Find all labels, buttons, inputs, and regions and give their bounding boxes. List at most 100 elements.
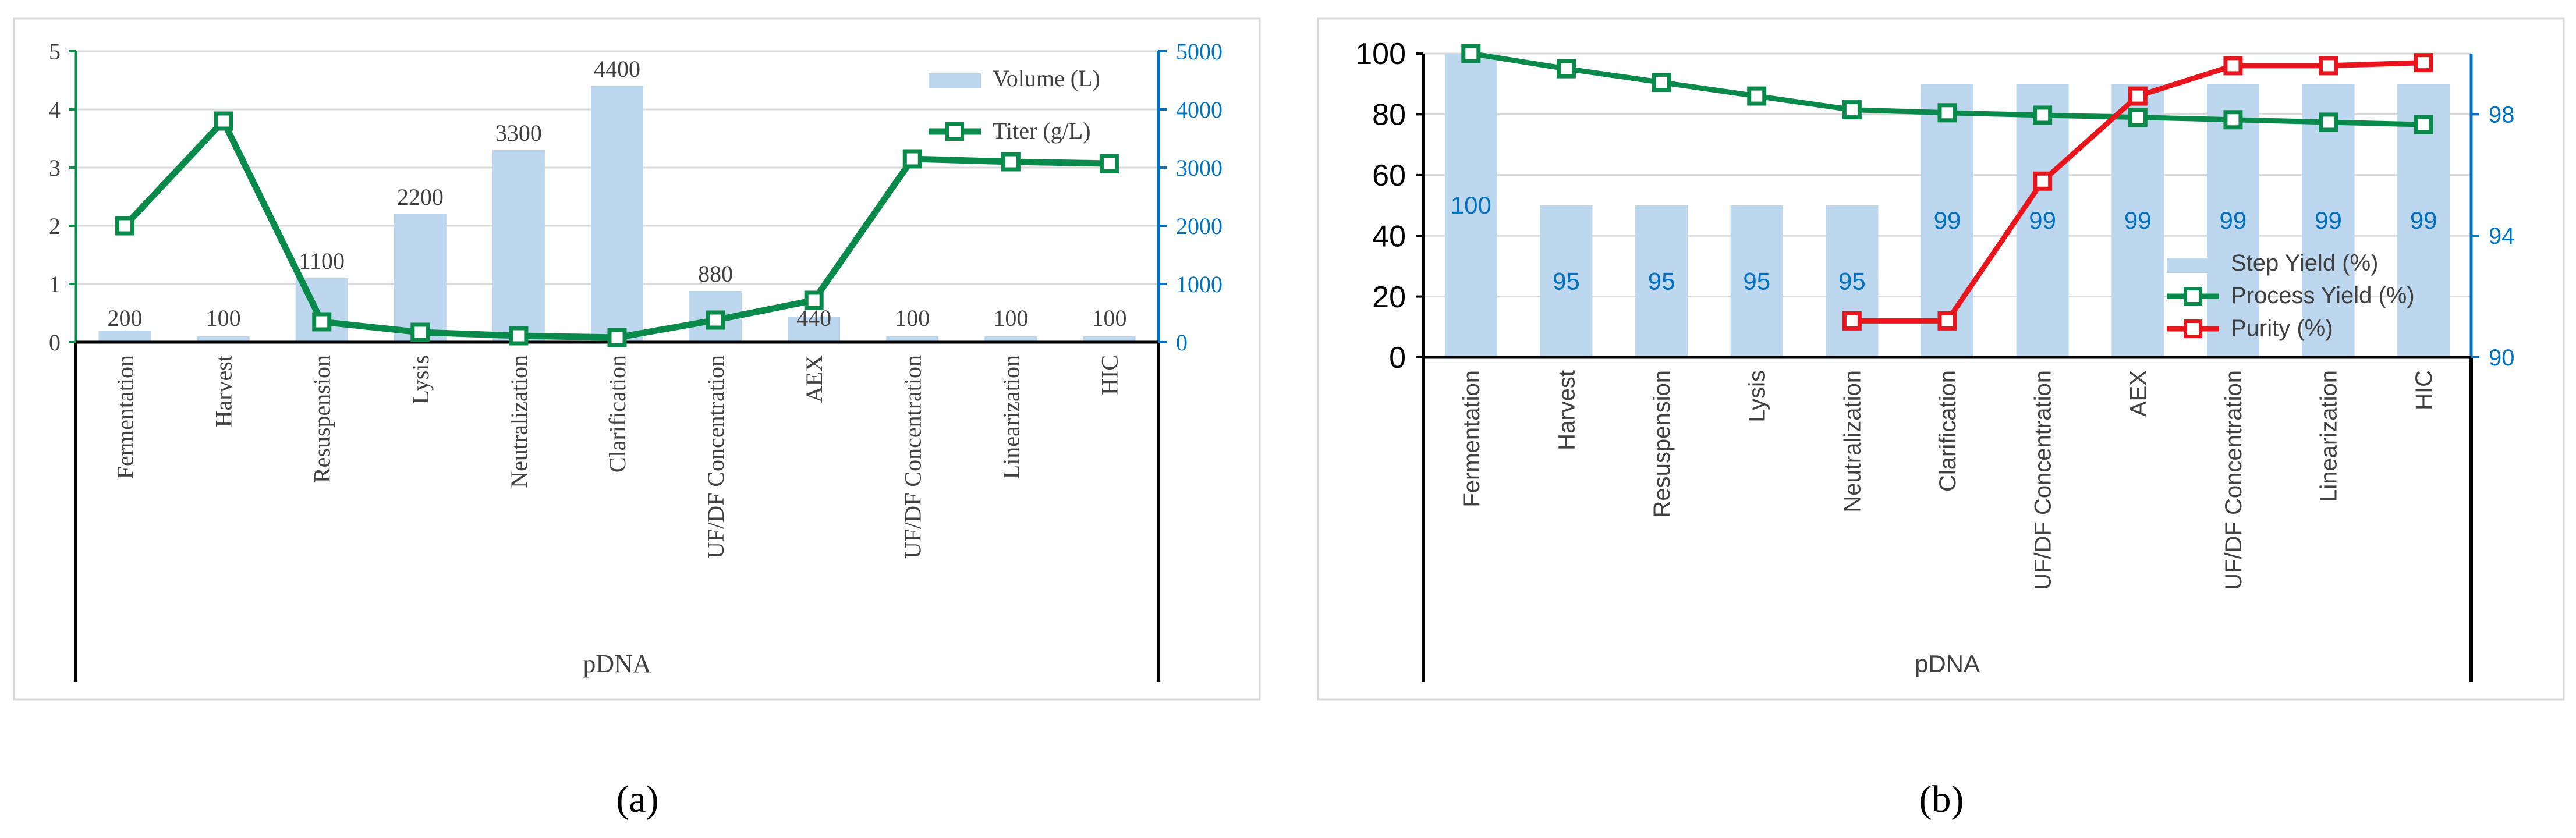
- bar-aex: [2111, 84, 2164, 357]
- bar-uf-df-concentration: [886, 336, 939, 342]
- point-titer-g-l: [214, 111, 233, 131]
- category-label-clarification: Clarification: [1935, 370, 1961, 492]
- bar-clarification: [591, 86, 643, 342]
- bar-data-label: 4400: [594, 56, 640, 82]
- point-titer-g-l: [410, 322, 430, 342]
- panel-a-lines: [115, 111, 1119, 347]
- right-tick-label: 3000: [1176, 155, 1223, 181]
- category-label-uf-df-concentration: UF/DF Concentration: [2031, 370, 2056, 590]
- bar-harvest: [197, 336, 250, 342]
- point-process-yield: [1556, 59, 1576, 79]
- category-label-aex: AEX: [801, 355, 827, 403]
- bar-data-label: 1100: [299, 248, 345, 274]
- category-label-uf-df-concentration: UF/DF Concentration: [703, 355, 729, 559]
- point-titer-g-l: [115, 216, 135, 236]
- bar-data-label: 2200: [397, 184, 444, 210]
- point-process-yield: [1461, 44, 1481, 63]
- right-tick-label: 94: [2489, 223, 2515, 249]
- left-tick-label: 80: [1372, 98, 1406, 132]
- panel-b-group-label: pDNA: [1915, 650, 1980, 677]
- bar-data-label: 880: [698, 261, 733, 287]
- left-tick-label: 0: [49, 329, 61, 356]
- point-purity: [1842, 311, 1862, 331]
- bar-lysis: [1730, 205, 1783, 357]
- point-process-yield: [2033, 105, 2053, 125]
- bar-linearization: [984, 336, 1037, 342]
- point-purity: [2128, 86, 2148, 106]
- left-tick-label: 60: [1372, 159, 1406, 193]
- bar-harvest: [1540, 205, 1593, 357]
- bar-data-label: 99: [1934, 207, 1961, 234]
- point-purity: [2414, 53, 2433, 73]
- legend-label-process-yield: Process Yield (%): [2231, 283, 2415, 308]
- bar-lysis: [394, 214, 447, 342]
- category-label-linearization: Linearization: [998, 355, 1024, 479]
- bar-neutralization: [1826, 205, 1879, 357]
- bar-data-label: 95: [1553, 268, 1580, 295]
- bar-data-label: 200: [108, 305, 143, 331]
- category-label-hic: HIC: [2411, 370, 2437, 410]
- left-tick-label: 3: [49, 155, 61, 181]
- panel-b-category-labels: Fermentation Harvest Resuspension Lysis Neut…: [1459, 370, 2437, 590]
- panel-a-caption: (a): [616, 778, 658, 821]
- left-tick-label: 4: [49, 97, 61, 123]
- left-tick-label: 5: [49, 38, 61, 65]
- left-tick-label: 100: [1355, 37, 1406, 71]
- legend-marker-process-yield: [2184, 287, 2202, 306]
- point-purity: [2223, 56, 2243, 76]
- point-process-yield: [1937, 103, 1957, 123]
- category-label-uf-df-concentration: UF/DF Concentration: [899, 355, 926, 559]
- category-label-neutralization: Neutralization: [1840, 370, 1865, 513]
- category-label-resuspension: Resuspension: [309, 355, 335, 483]
- point-titer-g-l: [804, 290, 824, 310]
- right-tick-label: 5000: [1176, 38, 1223, 65]
- left-tick-label: 0: [1389, 341, 1406, 375]
- legend-swatch-step-yield: [2167, 258, 2219, 273]
- point-process-yield: [2319, 112, 2338, 132]
- point-titer-g-l: [706, 310, 725, 330]
- bar-data-label: 95: [1743, 268, 1770, 295]
- right-tick-label: 4000: [1176, 97, 1223, 123]
- category-label-neutralization: Neutralization: [506, 355, 532, 488]
- left-tick-label: 2: [49, 213, 61, 239]
- category-label-fermentation: Fermentation: [1459, 370, 1484, 507]
- point-purity: [2033, 171, 2053, 191]
- panel-a-category-labels: Fermentation Harvest Resuspension Lysis Neut…: [112, 355, 1123, 559]
- panel-b-legend: Step Yield (%) Process Yield (%) Purity (%…: [2167, 250, 2415, 341]
- right-tick-label: 0: [1176, 329, 1188, 356]
- category-label-resuspension: Resuspension: [1649, 370, 1675, 518]
- category-label-hic: HIC: [1096, 355, 1122, 395]
- bar-fermentation: [98, 331, 151, 342]
- panel-b-bars: [1444, 54, 2450, 357]
- right-tick-label: 98: [2489, 102, 2515, 127]
- bar-hic: [1083, 336, 1136, 342]
- bar-data-label: 95: [1838, 268, 1866, 295]
- legend-marker-titer-g-l: [945, 122, 964, 141]
- bar-data-label: 99: [2410, 207, 2437, 234]
- right-tick-label: 1000: [1176, 271, 1223, 297]
- panel-b: 100 95 95 95 95 99 99 99 99 99 99 0 20 40 60 80 100 90 94…: [1317, 17, 2565, 701]
- point-process-yield: [2223, 110, 2243, 130]
- bar-data-label: 3300: [495, 120, 542, 146]
- point-titer-g-l: [1001, 152, 1021, 172]
- point-titer-g-l: [509, 326, 529, 346]
- panel-b-lines: [1461, 44, 2433, 331]
- bar-data-label: 100: [1092, 305, 1126, 331]
- left-tick-label: 40: [1372, 219, 1406, 253]
- bar-data-label: 100: [993, 305, 1028, 331]
- bar-data-label: 99: [2315, 207, 2342, 234]
- category-label-clarification: Clarification: [604, 355, 630, 473]
- legend-swatch-volume-l: [929, 73, 981, 88]
- bar-data-label: 95: [1648, 268, 1675, 295]
- panel-b-caption: (b): [1919, 778, 1964, 821]
- category-label-linearization: Linearization: [2316, 370, 2342, 502]
- point-process-yield: [1842, 100, 1862, 120]
- bar-data-label: 99: [2124, 207, 2152, 234]
- bar-neutralization: [492, 150, 545, 342]
- legend-label-purity: Purity (%): [2231, 315, 2333, 341]
- category-label-lysis: Lysis: [408, 355, 434, 404]
- left-tick-label: 20: [1372, 280, 1406, 314]
- bar-fermentation: [1444, 54, 1497, 357]
